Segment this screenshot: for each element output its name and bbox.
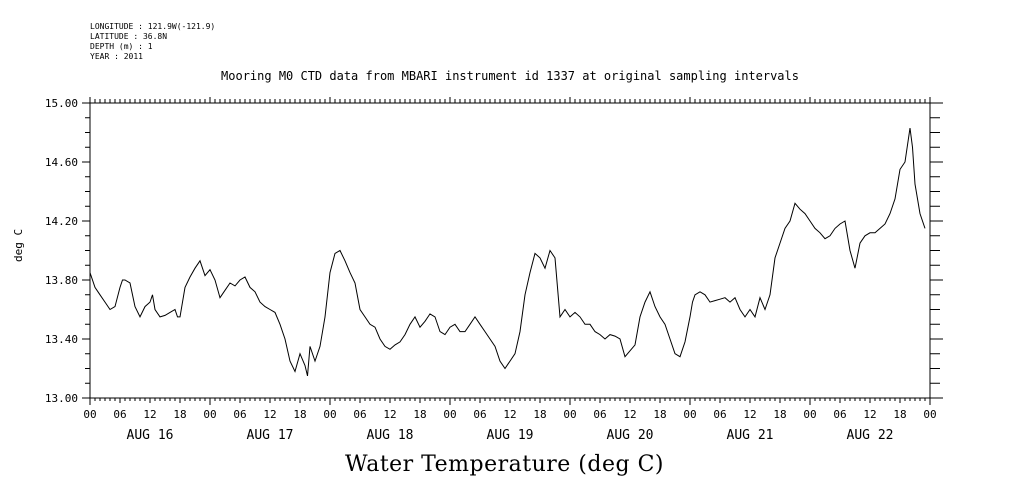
x-tick-label: 18 (893, 408, 906, 421)
x-tick-label: 06 (233, 408, 246, 421)
x-tick-label: 12 (623, 408, 636, 421)
series-line (89, 128, 926, 377)
x-tick-label: 06 (113, 408, 126, 421)
x-tick-label: 18 (413, 408, 426, 421)
x-tick-label: 06 (353, 408, 366, 421)
chart-title: Mooring M0 CTD data from MBARI instrumen… (221, 69, 799, 83)
x-tick-label: 06 (473, 408, 486, 421)
x-tick-label: 12 (863, 408, 876, 421)
day-label: AUG 19 (487, 428, 534, 443)
x-tick-label: 12 (743, 408, 756, 421)
x-tick-label: 00 (323, 408, 336, 421)
x-tick-label: 00 (443, 408, 456, 421)
x-tick-label: 00 (803, 408, 816, 421)
x-tick-label: 06 (713, 408, 726, 421)
x-tick-label: 00 (923, 408, 936, 421)
x-tick-label: 12 (143, 408, 156, 421)
y-tick-label: 14.20 (45, 215, 78, 228)
day-label: AUG 18 (367, 428, 414, 443)
x-tick-label: 18 (293, 408, 306, 421)
x-tick-label: 12 (263, 408, 276, 421)
y-tick-label: 13.40 (45, 333, 78, 346)
x-tick-label: 06 (833, 408, 846, 421)
latitude-text: LATITUDE : 36.8N (90, 32, 168, 41)
year-text: YEAR : 2011 (90, 52, 143, 61)
x-tick-label: 18 (173, 408, 186, 421)
plot-frame (89, 102, 931, 399)
day-label: AUG 17 (247, 428, 294, 443)
day-label: AUG 16 (127, 428, 174, 443)
depth-text: DEPTH (m) : 1 (90, 42, 153, 51)
x-tick-label: 00 (203, 408, 216, 421)
x-tick-label: 12 (503, 408, 516, 421)
x-tick-label: 12 (383, 408, 396, 421)
x-tick-label: 18 (653, 408, 666, 421)
x-tick-label: 18 (533, 408, 546, 421)
x-axis-title: Water Temperature (deg C) (345, 452, 664, 477)
y-tick-label: 14.60 (45, 156, 78, 169)
day-label: AUG 21 (727, 428, 774, 443)
axis-ticks (82, 97, 943, 405)
x-tick-label: 00 (83, 408, 96, 421)
axis-labels: 00 06 12 18 00 06 12 18 00 06 12 18 00 06 12 18 00 06 12 18… (45, 97, 937, 443)
y-tick-label: 13.00 (45, 392, 78, 405)
y-tick-label: 13.80 (45, 274, 78, 287)
y-tick-label: 15.00 (45, 97, 78, 110)
x-tick-label: 06 (593, 408, 606, 421)
metadata-block: LONGITUDE : 121.9W(-121.9) LATITUDE : 36… (90, 22, 215, 62)
longitude-text: LONGITUDE : 121.9W(-121.9) (90, 22, 216, 31)
x-tick-label: 00 (683, 408, 696, 421)
day-label: AUG 20 (607, 428, 654, 443)
day-label: AUG 22 (847, 428, 894, 443)
x-tick-label: 00 (563, 408, 576, 421)
x-tick-label: 18 (773, 408, 786, 421)
